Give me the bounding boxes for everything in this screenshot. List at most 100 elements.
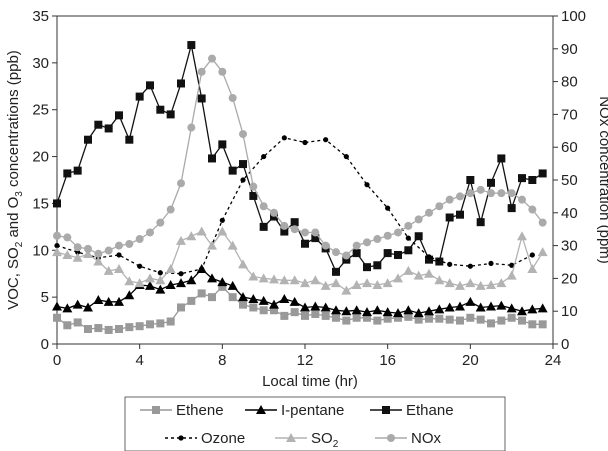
series-5-point-32 (383, 231, 392, 240)
series-2-point-6 (115, 111, 123, 120)
series-1-point-23 (289, 296, 300, 306)
series-3-point-23 (529, 252, 535, 258)
series-0-point-13 (187, 296, 196, 305)
series-4-point-29 (351, 279, 362, 289)
series-2-point-34 (404, 246, 413, 255)
y-axis-left-title: VOC, SO2 and O3 concentrations (ppb) (5, 50, 25, 310)
series-4-point-42 (486, 279, 496, 289)
series-4-point-9 (145, 273, 155, 283)
series-3-point-13 (323, 137, 329, 143)
series-0-point-11 (166, 317, 175, 326)
series-3-point-5 (157, 270, 163, 276)
series-1-point-7 (124, 290, 135, 300)
series-3-point-15 (364, 182, 370, 188)
series-4-point-22 (279, 275, 290, 285)
series-0-point-28 (342, 316, 351, 325)
series-5-point-34 (404, 221, 413, 230)
series-0-point-41 (476, 315, 485, 324)
series-0-point-45 (518, 316, 526, 325)
series-2-point-42 (487, 178, 495, 187)
series-5-point-21 (270, 208, 278, 217)
y-axis-left-title-part-c: concentrations (ppb) (5, 50, 22, 191)
y-left-tick-label-1: 5 (41, 289, 49, 306)
series-5-point-4 (94, 249, 103, 258)
series-1-point-35 (413, 308, 424, 318)
series-2-point-7 (125, 135, 134, 144)
series-0-point-21 (270, 306, 278, 315)
series-0-point-2 (73, 318, 82, 327)
series-0-point-35 (414, 315, 423, 324)
series-5-point-24 (301, 228, 309, 237)
series-4-point-15 (207, 240, 217, 250)
series-0-point-40 (466, 313, 475, 322)
series-4-point-18 (238, 259, 248, 269)
series-1-point-27 (331, 305, 341, 315)
legend-marker-3 (178, 435, 184, 441)
series-line-5 (56, 57, 544, 257)
y-right-tick-label-4: 40 (561, 205, 578, 222)
y-right-tick-label-6: 60 (561, 139, 578, 156)
series-0-point-7 (125, 323, 134, 332)
series-4-point-27 (331, 278, 341, 288)
series-5-point-44 (507, 189, 516, 198)
series-5-point-33 (394, 228, 402, 237)
y-right-tick-label-10: 100 (561, 8, 586, 25)
series-0-point-26 (321, 311, 330, 320)
series-4-point-23 (289, 275, 300, 285)
series-4-point-6 (114, 264, 124, 274)
series-1-point-2 (72, 299, 83, 309)
y-right-tick-label-7: 70 (561, 106, 578, 123)
series-2-point-37 (435, 257, 444, 266)
series-2-point-19 (249, 191, 258, 200)
series-2-point-38 (445, 213, 454, 222)
series-4-point-20 (258, 273, 269, 283)
series-2-point-16 (218, 140, 227, 149)
series-5-point-16 (218, 67, 227, 76)
legend-items: Ethene I-pentane Ethane Ozone SO2 NOx (140, 402, 454, 450)
y-left-tick-label-4: 20 (32, 149, 49, 166)
series-4-point-11 (165, 264, 176, 274)
series-1-point-25 (310, 301, 321, 311)
series-0-point-12 (177, 303, 185, 312)
series-0-point-23 (290, 308, 299, 317)
series-5-point-46 (528, 205, 537, 214)
series-2-point-32 (383, 249, 392, 258)
x-tick-label-5: 20 (462, 352, 479, 369)
series-line-2 (56, 44, 544, 274)
series-5-point-20 (259, 202, 268, 211)
series-layer (52, 41, 548, 334)
series-1-point-40 (465, 296, 476, 306)
series-4-point-36 (424, 268, 434, 278)
series-1-point-41 (475, 302, 486, 312)
series-2-point-29 (352, 249, 361, 258)
series-4-point-38 (444, 278, 455, 288)
series-4-point-17 (227, 240, 238, 250)
series-0-point-8 (135, 322, 144, 331)
series-1-point-11 (165, 279, 176, 289)
series-4-point-1 (62, 249, 73, 259)
series-3-point-10 (261, 153, 267, 160)
series-5-point-31 (373, 235, 382, 244)
series-5-point-27 (332, 248, 340, 257)
series-3-point-6 (178, 271, 184, 277)
series-2-point-0 (53, 199, 61, 208)
series-2-point-8 (135, 92, 144, 101)
series-3-point-11 (281, 135, 287, 141)
series-2-point-13 (187, 41, 196, 50)
series-1-point-31 (372, 305, 383, 315)
series-line-3 (56, 137, 533, 275)
series-0-point-34 (404, 312, 413, 321)
series-5-point-5 (104, 246, 113, 255)
series-ethene (53, 282, 547, 334)
series-4-point-24 (300, 278, 310, 288)
series-5-point-17 (228, 94, 237, 102)
series-1-point-26 (320, 302, 331, 312)
series-ethane (53, 41, 547, 276)
series-0-point-30 (363, 313, 371, 322)
series-0-point-44 (507, 313, 516, 322)
y-axis-left-title-part-b: and O (5, 197, 22, 242)
series-4-point-32 (382, 278, 393, 288)
series-3-point-21 (488, 260, 494, 267)
